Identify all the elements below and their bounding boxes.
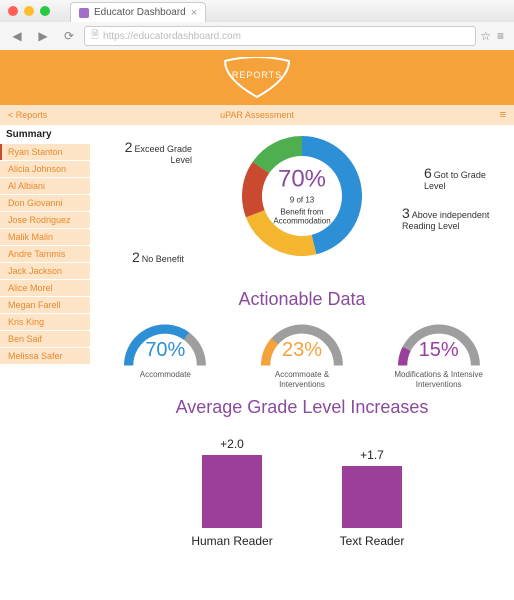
sidebar-item[interactable]: Melissa Safer bbox=[0, 348, 90, 364]
page-info-icon[interactable]: 🗎 bbox=[91, 28, 99, 45]
browser-chrome: Educator Dashboard × ◀ ▶ ⟳ 🗎 https://edu… bbox=[0, 0, 514, 50]
page: REPORTS < Reports uPAR Assessment ≡ Summ… bbox=[0, 50, 514, 600]
bar-label: Human Reader bbox=[187, 534, 277, 548]
traffic-lights bbox=[8, 6, 50, 16]
bar-label: Text Reader bbox=[327, 534, 417, 548]
forward-button[interactable]: ▶ bbox=[32, 26, 54, 46]
sidebar-item[interactable]: Andre Tammis bbox=[0, 246, 90, 262]
sidebar-item[interactable]: Al Albiani bbox=[0, 178, 90, 194]
bar-column: +1.7 Text Reader bbox=[327, 448, 417, 548]
toolbar: ◀ ▶ ⟳ 🗎 https://educatordashboard.com ☆ … bbox=[0, 22, 514, 50]
gauges-row: 70% Accommodate 23% Accommoate & Interve… bbox=[102, 320, 502, 389]
back-link[interactable]: < Reports bbox=[8, 110, 47, 120]
section-bars: Average Grade Level Increases bbox=[102, 397, 502, 418]
sidebar-item[interactable]: Jack Jackson bbox=[0, 263, 90, 279]
sidebar-item[interactable]: Malik Malin bbox=[0, 229, 90, 245]
bar-rect bbox=[202, 455, 262, 528]
donut-percent: 70% bbox=[257, 166, 347, 194]
menu-icon[interactable]: ≡ bbox=[497, 29, 504, 43]
browser-tab[interactable]: Educator Dashboard × bbox=[70, 2, 206, 22]
gauge-label: Modifications & Intensive Interventions bbox=[389, 370, 489, 389]
page-title: uPAR Assessment bbox=[220, 110, 294, 120]
back-button[interactable]: ◀ bbox=[6, 26, 28, 46]
gauge: 70% Accommodate bbox=[115, 320, 215, 389]
titlebar: Educator Dashboard × bbox=[0, 0, 514, 22]
donut-chart: 70% 9 of 13 Benefit from Accommodation 2… bbox=[102, 131, 502, 281]
tab-title: Educator Dashboard bbox=[94, 7, 186, 18]
donut-caption: Benefit from Accommodation bbox=[257, 207, 347, 226]
donut-count: 9 of 13 bbox=[257, 196, 347, 206]
sidebar-item[interactable]: Ben Saif bbox=[0, 331, 90, 347]
favicon-icon bbox=[79, 8, 89, 18]
section-actionable: Actionable Data bbox=[102, 289, 502, 310]
callout-gradelevel: 6Got to Grade Level bbox=[424, 165, 494, 191]
sidebar-item[interactable]: Kris King bbox=[0, 314, 90, 330]
callout-nobenefit: 2No Benefit bbox=[132, 249, 212, 265]
sidebar: Summary Ryan StantonAlicia JohnsonAl Alb… bbox=[0, 125, 90, 600]
gauge-percent: 23% bbox=[252, 339, 352, 362]
close-tab-icon[interactable]: × bbox=[191, 7, 197, 19]
bookmark-icon[interactable]: ☆ bbox=[480, 29, 491, 43]
sidebar-item[interactable]: Jose Rodriguez bbox=[0, 212, 90, 228]
donut-center: 70% 9 of 13 Benefit from Accommodation bbox=[257, 166, 347, 227]
zoom-window-icon[interactable] bbox=[40, 6, 50, 16]
minimize-window-icon[interactable] bbox=[24, 6, 34, 16]
gauge: 15% Modifications & Intensive Interventi… bbox=[389, 320, 489, 389]
reports-label: REPORTS bbox=[232, 70, 282, 80]
address-bar[interactable]: 🗎 https://educatordashboard.com bbox=[84, 26, 476, 46]
bar-value: +2.0 bbox=[187, 437, 277, 451]
callout-above: 3Above independent Reading Level bbox=[402, 205, 502, 231]
callout-exceed: 2Exceed Grade Level bbox=[122, 139, 192, 165]
gauge-label: Accommoate & Interventions bbox=[252, 370, 352, 389]
gauge-label: Accommodate bbox=[115, 370, 215, 380]
bar-value: +1.7 bbox=[327, 448, 417, 462]
url-text: https://educatordashboard.com bbox=[103, 31, 241, 42]
hero-banner: REPORTS bbox=[0, 50, 514, 105]
gauge-percent: 70% bbox=[115, 339, 215, 362]
bar-chart: +2.0 Human Reader +1.7 Text Reader bbox=[102, 428, 502, 548]
sidebar-item[interactable]: Ryan Stanton bbox=[0, 144, 90, 160]
sidebar-header[interactable]: Summary bbox=[0, 125, 90, 144]
sidebar-item[interactable]: Alice Morel bbox=[0, 280, 90, 296]
reports-badge[interactable]: REPORTS bbox=[217, 57, 297, 99]
close-window-icon[interactable] bbox=[8, 6, 18, 16]
sidebar-item[interactable]: Megan Farell bbox=[0, 297, 90, 313]
sidebar-item[interactable]: Alicia Johnson bbox=[0, 161, 90, 177]
sidebar-item[interactable]: Don Giovanni bbox=[0, 195, 90, 211]
main-content: 70% 9 of 13 Benefit from Accommodation 2… bbox=[90, 125, 514, 600]
reload-button[interactable]: ⟳ bbox=[58, 26, 80, 46]
gauge-percent: 15% bbox=[389, 339, 489, 362]
bar-rect bbox=[342, 466, 402, 528]
hamburger-icon[interactable]: ≡ bbox=[500, 109, 506, 121]
bar-column: +2.0 Human Reader bbox=[187, 437, 277, 548]
gauge: 23% Accommoate & Interventions bbox=[252, 320, 352, 389]
sub-header: < Reports uPAR Assessment ≡ bbox=[0, 105, 514, 125]
